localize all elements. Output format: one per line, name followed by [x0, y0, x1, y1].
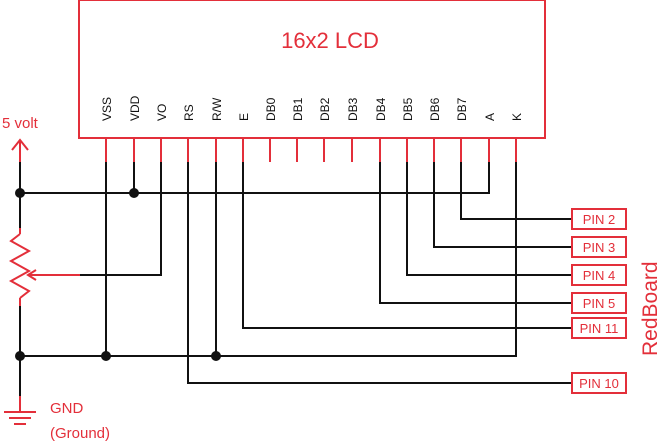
wire-e	[242, 162, 572, 329]
wire-db4	[379, 162, 572, 304]
pin-box-10-label: PIN 10	[579, 376, 619, 391]
junction-dots	[15, 188, 221, 361]
wires	[19, 162, 572, 396]
lcd-title: 16x2 LCD	[281, 28, 379, 53]
redboard-label: RedBoard	[639, 261, 662, 356]
supply-arrow-icon	[11, 138, 29, 162]
pin-label-db0: DB0	[264, 97, 278, 121]
pin-box-4	[571, 264, 627, 286]
pin-label-db2: DB2	[318, 97, 332, 121]
pin-box-5	[571, 292, 627, 314]
pin-label-rs: RS	[182, 104, 196, 121]
pin-label-k: K	[510, 113, 524, 121]
lcd-pin-stubs	[105, 138, 517, 162]
pin-box-5-label: PIN 5	[583, 296, 616, 311]
pin-box-2-label: PIN 2	[583, 212, 616, 227]
pin-label-db4: DB4	[374, 97, 388, 121]
pin-label-vo: VO	[155, 104, 169, 121]
lcd-pin-labels: VSS VDD VO RS R/W E DB0 DB1 DB2 DB3 DB4 …	[100, 95, 524, 121]
pin-box-3-label: PIN 3	[583, 240, 616, 255]
wire-5v-to-a	[20, 162, 490, 194]
wire-vo	[46, 162, 162, 276]
wire-gnd-to-k	[20, 162, 517, 357]
pin-label-db6: DB6	[428, 97, 442, 121]
redboard-pins: PIN 2 PIN 3 PIN 4 PIN 5 PIN 11 PIN 10	[571, 208, 627, 394]
pin-label-e: E	[237, 113, 251, 121]
pin-box-11-label: PIN 11	[580, 321, 619, 336]
pin-box-10	[571, 372, 627, 394]
wire-rs	[187, 162, 572, 384]
pin-box-11	[571, 317, 627, 339]
pin-label-rw: R/W	[210, 97, 224, 121]
pin-box-4-label: PIN 4	[583, 268, 616, 283]
pin-label-vss: VSS	[100, 97, 114, 121]
ground-icon	[4, 396, 36, 425]
wire-db5	[406, 162, 572, 276]
pin-box-2	[571, 208, 627, 230]
pin-label-a: A	[483, 113, 497, 121]
lcd-body	[78, 0, 546, 139]
potentiometer-icon	[8, 228, 78, 306]
pin-label-db5: DB5	[401, 97, 415, 121]
wire-db6	[433, 162, 572, 248]
wire-db7	[460, 162, 572, 220]
ground-label: GND	[50, 400, 84, 417]
pin-label-db7: DB7	[455, 97, 469, 121]
pin-label-db1: DB1	[291, 97, 305, 121]
ground-note: (Ground)	[50, 425, 110, 442]
supply-label: 5 volt	[2, 115, 39, 132]
pin-label-db3: DB3	[346, 97, 360, 121]
pin-label-vdd: VDD	[128, 95, 142, 121]
pin-box-3	[571, 236, 627, 258]
